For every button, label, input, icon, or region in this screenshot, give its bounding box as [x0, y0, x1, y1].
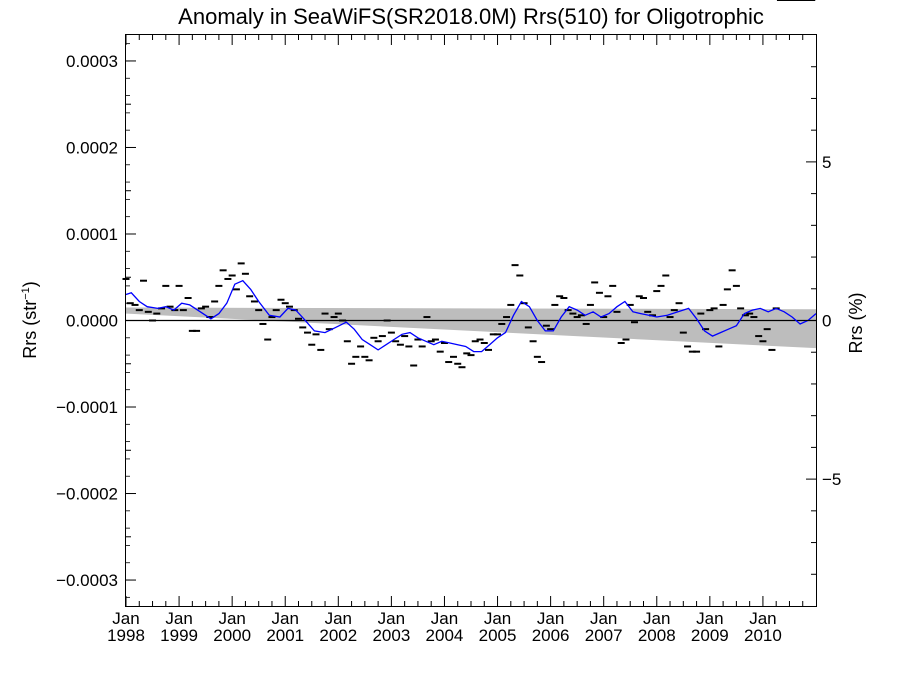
x-tick-month-label: Jan [590, 609, 617, 628]
y-tick-label: −0.0001 [56, 398, 118, 417]
x-tick-year-label: 2007 [585, 626, 623, 645]
x-tick-month-label: Jan [218, 609, 245, 628]
x-tick-year-label: 2004 [426, 626, 464, 645]
y-tick-label: −0.0003 [56, 571, 118, 590]
x-tick-year-label: 2001 [266, 626, 304, 645]
x-tick-year-label: 2008 [638, 626, 676, 645]
x-tick-month-label: Jan [272, 609, 299, 628]
chart-title: Anomaly in SeaWiFS(SR2018.0M) Rrs(510) f… [178, 4, 764, 29]
axes: −0.0003 −0.0002 −0.0001 0.0000 0.0001 0.0002 0… [56, 35, 841, 645]
smoothed-series-line [125, 279, 817, 353]
x-tick-year-label: 2003 [372, 626, 410, 645]
y2-axis-label: Rrs (%) [846, 293, 866, 354]
y-tick-label: −0.0002 [56, 485, 118, 504]
x-tick-year-label: 2009 [691, 626, 729, 645]
x-tick-year-label: 2006 [532, 626, 570, 645]
x-tick-year-label: 2005 [479, 626, 517, 645]
x-tick-month-label: Jan [749, 609, 776, 628]
y-axis-label: Rrs (str−1) [20, 281, 40, 359]
y-tick-label: 0.0003 [66, 52, 118, 71]
plot-area [122, 0, 817, 369]
y2-tick-label: 5 [822, 153, 831, 172]
x-tick-year-label: 2002 [319, 626, 357, 645]
y-tick-label: 0.0001 [66, 225, 118, 244]
plot-frame [125, 34, 817, 607]
x-tick-month-label: Jan [378, 609, 405, 628]
y2-tick-label: −5 [822, 470, 841, 489]
y-tick-label: 0.0000 [66, 312, 118, 331]
x-tick-year-label: 2010 [744, 626, 782, 645]
x-tick-year-label: 2000 [213, 626, 251, 645]
x-tick-month-label: Jan [537, 609, 564, 628]
x-tick-month-label: Jan [112, 609, 139, 628]
x-tick-month-label: Jan [484, 609, 511, 628]
x-tick-month-label: Jan [325, 609, 352, 628]
trend-band [126, 307, 816, 349]
x-tick-month-label: Jan [696, 609, 723, 628]
x-tick-year-label: 1999 [160, 626, 198, 645]
x-tick-year-label: 1998 [107, 626, 145, 645]
y2-tick-label: 0 [822, 312, 831, 331]
x-tick-month-label: Jan [643, 609, 670, 628]
x-tick-month-label: Jan [431, 609, 458, 628]
y-tick-label: 0.0002 [66, 138, 118, 157]
x-tick-month-label: Jan [165, 609, 192, 628]
